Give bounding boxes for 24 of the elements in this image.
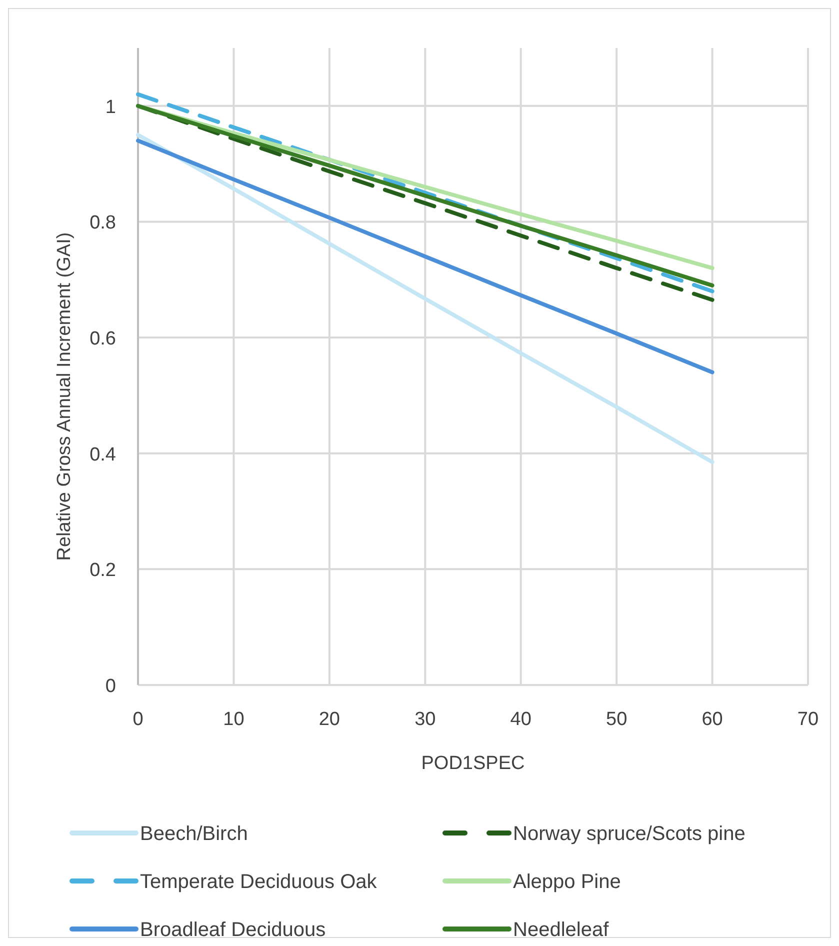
x-tick-label: 40 (510, 709, 532, 730)
x-tick-label: 0 (132, 709, 144, 730)
line-series (136, 138, 714, 374)
legend-label: Aleppo Pine (513, 871, 621, 893)
legend-label: Temperate Deciduous Oak (140, 871, 378, 893)
legend-label: Norway spruce/Scots pine (513, 823, 746, 845)
x-tick-label: 60 (702, 709, 723, 730)
legend-label: Needleleaf (513, 919, 610, 941)
x-tick-label: 20 (318, 709, 340, 730)
y-tick-label: 0 (105, 676, 116, 697)
y-tick-label: 0.8 (90, 212, 116, 234)
y-tick-label: 0.6 (90, 328, 116, 350)
x-tick-label: 70 (797, 709, 819, 730)
y-axis-title: Relative Gross Annual Increment (GAI) (54, 232, 75, 561)
x-tick-label: 10 (223, 709, 244, 730)
x-tick-label: 50 (606, 709, 628, 730)
x-tick-label: 30 (414, 709, 436, 730)
y-tick-label: 1 (105, 96, 116, 118)
line-series (136, 132, 714, 464)
legend-label: Broadleaf Deciduous (140, 919, 326, 941)
y-tick-label: 0.2 (90, 560, 116, 582)
x-axis-title: POD1SPEC (421, 753, 525, 774)
y-tick-label: 0.4 (90, 444, 116, 466)
legend-label: Beech/Birch (140, 823, 248, 845)
